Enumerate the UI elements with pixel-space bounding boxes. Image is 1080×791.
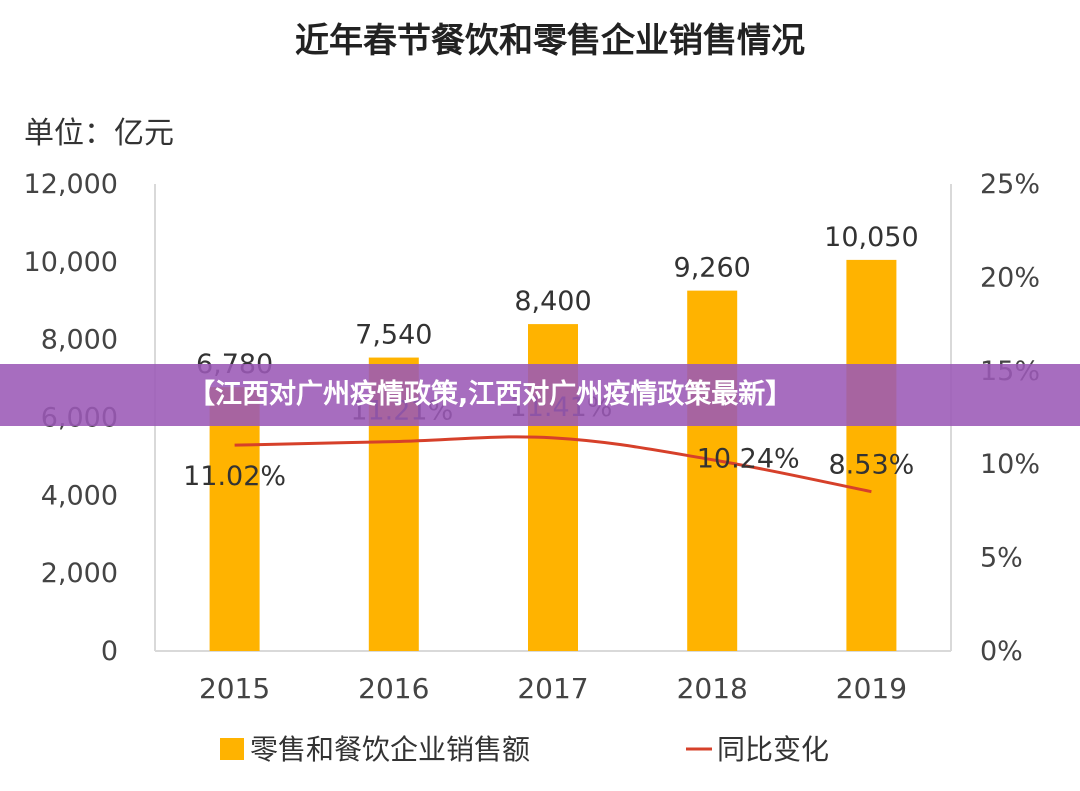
line-value-label: 10.24% <box>697 444 800 475</box>
bar-value-label: 8,400 <box>514 286 591 317</box>
chart-title: 近年春节餐饮和零售企业销售情况 <box>295 21 805 61</box>
bar <box>209 387 260 651</box>
bar-value-label: 10,050 <box>824 222 918 253</box>
line-series <box>234 435 872 494</box>
y-left-tick: 2,000 <box>41 558 118 589</box>
line-value-label: 11.02% <box>183 461 286 492</box>
unit-label: 单位：亿元 <box>24 116 174 151</box>
y-right-tick: 25% <box>980 169 1040 200</box>
x-ticks: 2015 2016 2017 2018 2019 <box>199 672 907 705</box>
bar <box>687 290 738 651</box>
y-left-tick: 0 <box>101 636 118 667</box>
y-right-ticks: 0%5%10%15%20%25% <box>980 169 1040 667</box>
y-left-tick: 12,000 <box>24 169 118 200</box>
y-right-tick: 5% <box>980 543 1023 574</box>
legend: 零售和餐饮企业销售额 同比变化 <box>220 733 829 766</box>
x-tick-label: 2018 <box>677 672 748 705</box>
bar-value-label: 7,540 <box>355 320 432 351</box>
y-left-tick: 8,000 <box>41 325 118 356</box>
y-right-tick: 10% <box>980 449 1040 480</box>
line-value-label: 8.53% <box>829 450 915 481</box>
y-left-tick: 4,000 <box>41 480 118 511</box>
legend-bar-label: 零售和餐饮企业销售额 <box>250 733 530 766</box>
legend-bar-swatch <box>220 738 244 760</box>
y-right-tick: 0% <box>980 636 1023 667</box>
x-tick-label: 2019 <box>836 672 907 705</box>
legend-line-label: 同比变化 <box>717 733 829 766</box>
x-tick-label: 2015 <box>199 672 270 705</box>
bar-value-label: 9,260 <box>674 253 751 284</box>
line-path <box>234 435 872 494</box>
y-left-tick: 10,000 <box>24 247 118 278</box>
bars <box>209 259 897 651</box>
y-right-tick: 20% <box>980 262 1040 293</box>
headline-banner[interactable]: 【江西对广州疫情政策,江西对广州疫情政策最新】 <box>0 364 1080 426</box>
bar <box>846 259 897 651</box>
x-tick-label: 2016 <box>358 672 429 705</box>
x-tick-label: 2017 <box>517 672 588 705</box>
